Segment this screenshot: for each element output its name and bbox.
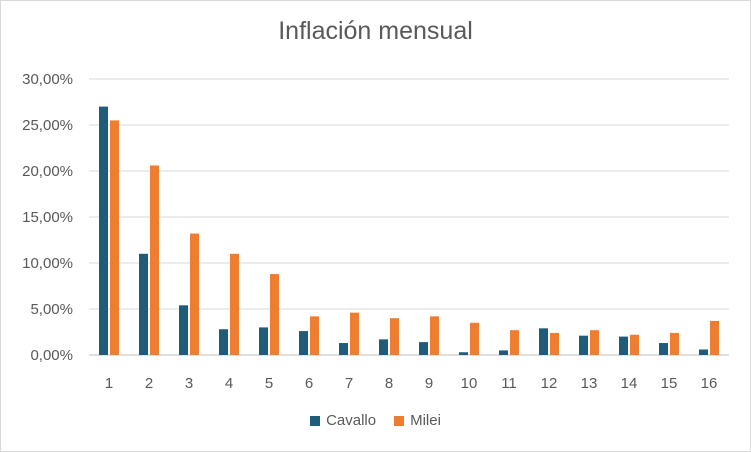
y-tick-label: 20,00% — [22, 163, 73, 180]
y-tick-label: 5,00% — [30, 301, 73, 318]
legend-swatch-milei — [394, 415, 405, 426]
bar-milei-14 — [630, 334, 639, 355]
bar-cavallo-5 — [259, 327, 268, 355]
bar-milei-16 — [710, 320, 719, 355]
y-tick-label: 15,00% — [22, 209, 73, 226]
bar-milei-13 — [590, 330, 599, 355]
bar-cavallo-15 — [659, 343, 668, 355]
legend-swatch-cavallo — [310, 415, 321, 426]
x-tick-label: 1 — [105, 375, 113, 392]
x-tick-label: 13 — [581, 375, 598, 392]
x-tick-label: 10 — [461, 375, 478, 392]
bar-milei-10 — [470, 322, 479, 355]
x-tick-label: 3 — [185, 375, 193, 392]
legend-label-milei: Milei — [410, 412, 441, 429]
bar-cavallo-12 — [539, 328, 548, 355]
bar-milei-1 — [110, 120, 119, 356]
y-tick-label: 10,00% — [22, 255, 73, 272]
bar-cavallo-6 — [299, 331, 308, 355]
bar-cavallo-1 — [99, 106, 108, 355]
x-tick-label: 15 — [661, 375, 678, 392]
x-tick-label: 11 — [501, 375, 517, 392]
x-tick-label: 5 — [265, 375, 273, 392]
bar-milei-15 — [670, 332, 679, 355]
y-tick-label: 30,00% — [22, 71, 73, 88]
x-tick-label: 4 — [225, 375, 233, 392]
bar-cavallo-9 — [419, 342, 428, 355]
bar-cavallo-7 — [339, 343, 348, 355]
x-tick-label: 16 — [701, 375, 718, 392]
bar-milei-7 — [350, 312, 359, 355]
bar-milei-4 — [230, 253, 239, 355]
bar-cavallo-4 — [219, 329, 228, 355]
bar-milei-8 — [390, 318, 399, 355]
y-tick-label: 0,00% — [30, 347, 73, 364]
bar-milei-12 — [550, 332, 559, 355]
legend-label-cavallo: Cavallo — [326, 412, 377, 429]
bar-cavallo-14 — [619, 336, 628, 355]
bar-milei-6 — [310, 316, 319, 355]
chart-title: Inflación mensual — [278, 17, 473, 45]
x-tick-label: 7 — [345, 375, 353, 392]
bar-cavallo-10 — [459, 352, 468, 355]
legend-item-cavallo: Cavallo — [310, 412, 376, 429]
bar-milei-2 — [150, 165, 159, 355]
legend: Cavallo Milei — [1, 412, 750, 429]
x-tick-label: 6 — [305, 375, 313, 392]
bar-cavallo-3 — [179, 305, 188, 355]
bar-milei-5 — [270, 274, 279, 355]
x-tick-label: 14 — [621, 375, 638, 392]
x-tick-label: 8 — [385, 375, 393, 392]
bar-milei-3 — [190, 233, 199, 355]
bar-cavallo-8 — [379, 339, 388, 355]
bar-cavallo-11 — [499, 350, 508, 355]
bar-cavallo-2 — [139, 253, 148, 355]
x-tick-label: 12 — [541, 375, 558, 392]
bar-cavallo-13 — [579, 335, 588, 355]
bar-milei-9 — [430, 316, 439, 355]
y-tick-label: 25,00% — [22, 117, 73, 134]
bar-cavallo-16 — [699, 349, 708, 355]
x-tick-label: 2 — [145, 375, 153, 392]
x-tick-label: 9 — [425, 375, 433, 392]
bar-milei-11 — [510, 330, 519, 355]
legend-item-milei: Milei — [394, 412, 441, 429]
